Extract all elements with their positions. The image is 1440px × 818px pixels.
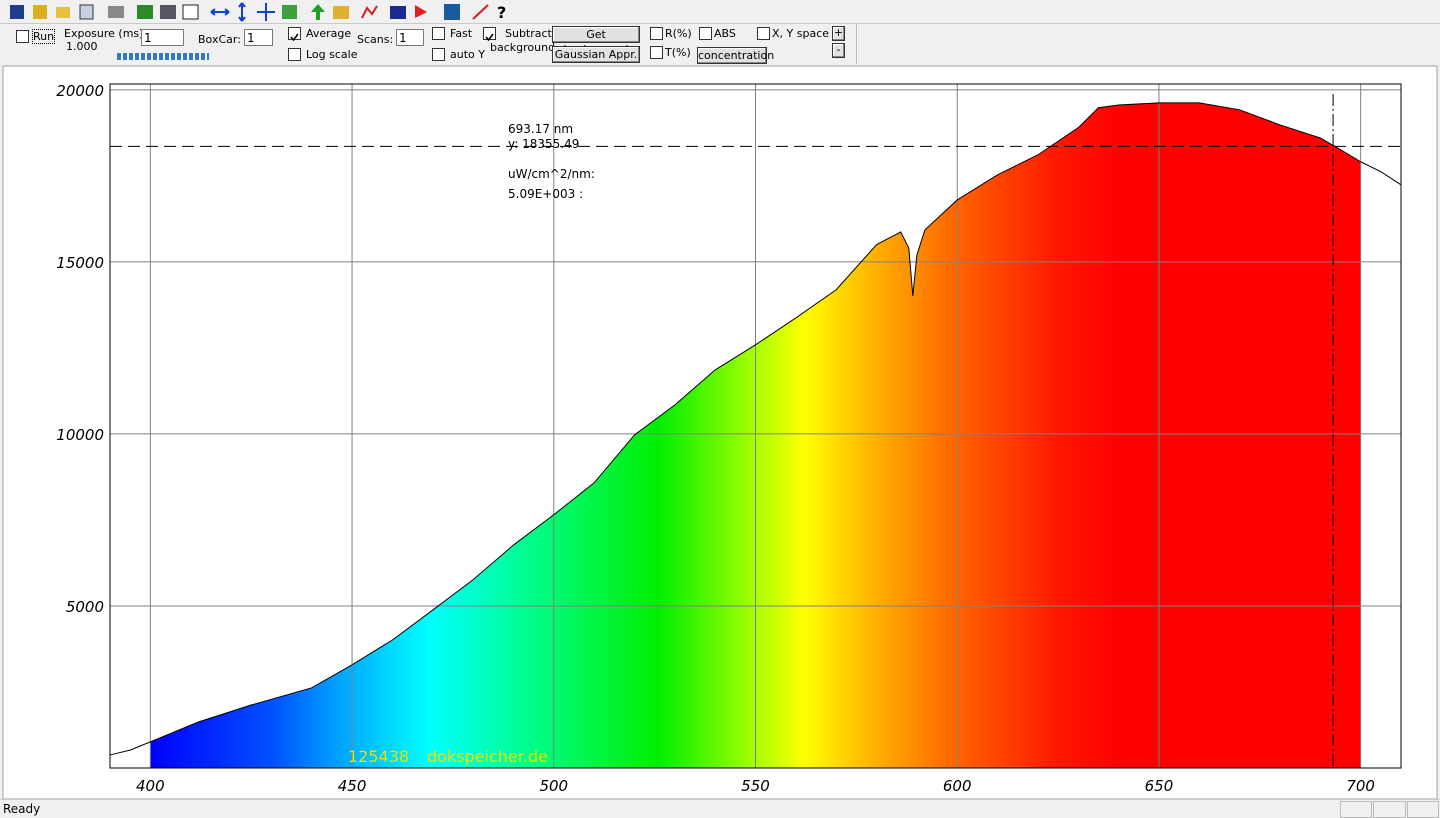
log-scale-label[interactable]: Log scale (306, 48, 358, 61)
checkbox[interactable] (483, 27, 496, 42)
checkbox[interactable] (432, 27, 445, 40)
auto-icon[interactable] (282, 5, 297, 19)
tool-icon[interactable] (137, 5, 153, 19)
concentration-button[interactable]: concentration (697, 47, 775, 64)
status-bar: Ready (0, 799, 1440, 818)
print-icon[interactable] (108, 6, 124, 18)
exposure-input[interactable]: 1 (141, 29, 184, 46)
auto-y-label[interactable]: auto Y (450, 48, 485, 61)
t-label[interactable]: T(%) (665, 46, 691, 59)
boxcar-input[interactable]: 1 (244, 29, 273, 46)
scans-label: Scans: (357, 33, 394, 46)
checkbox[interactable] (699, 27, 712, 40)
scans-input[interactable]: 1 (396, 29, 424, 46)
y-tick-label: 10000 (56, 426, 104, 444)
annotation: 5.09E+003 : (508, 187, 583, 201)
x-tick-label: 450 (338, 777, 367, 795)
average-label[interactable]: Average (306, 27, 352, 40)
copy-icon[interactable] (79, 4, 94, 20)
watermark: 125438 (348, 747, 409, 766)
checkbox[interactable] (757, 27, 770, 40)
cursor-x-label: 693.17 nm (508, 122, 573, 136)
minus-button[interactable]: - (832, 43, 845, 58)
peak-icon[interactable] (311, 4, 325, 20)
status-panel (1340, 801, 1372, 818)
zoom-all-icon[interactable] (257, 3, 275, 21)
checkbox[interactable] (288, 27, 301, 42)
exposure-reading: 1.000 (66, 40, 98, 53)
check-icon[interactable] (182, 4, 199, 20)
status-panel (1407, 801, 1439, 818)
save-icon[interactable] (10, 5, 24, 19)
x-tick-label: 600 (943, 777, 972, 795)
check-mark (485, 33, 494, 42)
zoom-x-icon[interactable] (210, 8, 230, 16)
checkbox[interactable] (432, 48, 445, 61)
chart: 400 450 500 550 600 650 700 5000 10000 15000 20000… (2, 65, 1438, 800)
flag-icon[interactable] (415, 5, 427, 18)
status-text: Ready (3, 802, 41, 816)
exposure-label: Exposure (ms): (64, 27, 148, 40)
cursor-y-label: y: 18355.49 (508, 137, 579, 151)
y-tick-label: 5000 (66, 598, 104, 616)
checkbox[interactable] (288, 48, 301, 61)
fast-label[interactable]: Fast (450, 27, 473, 40)
status-panel (1373, 801, 1406, 818)
abs-label[interactable]: ABS (714, 27, 736, 40)
boxcar-label: BoxCar: (198, 33, 241, 46)
line-icon[interactable] (472, 4, 489, 20)
plot-frame (109, 83, 1402, 769)
separator (0, 23, 1440, 24)
r-label[interactable]: R(%) (665, 27, 692, 40)
checkbox[interactable] (16, 30, 29, 43)
annotation: uW/cm^2/nm: (508, 167, 595, 181)
x-tick-label: 500 (539, 777, 568, 795)
zoom-y-icon[interactable] (238, 2, 246, 22)
new-icon[interactable] (33, 5, 47, 19)
checkbox[interactable] (650, 46, 663, 59)
subtract-label[interactable]: background (490, 41, 556, 54)
graph-icon[interactable] (361, 5, 378, 19)
x-tick-label: 650 (1145, 777, 1174, 795)
camera-icon[interactable] (390, 6, 406, 19)
separator (856, 24, 857, 64)
progress-bar (117, 53, 209, 60)
subtract-label[interactable]: Subtract (505, 27, 552, 40)
open-icon[interactable] (56, 7, 70, 18)
x-tick-label: 700 (1346, 777, 1375, 795)
check-mark (290, 33, 299, 42)
find-icon[interactable] (444, 4, 460, 20)
watermark: dokspeicher.de (427, 747, 548, 766)
xy-space-label[interactable]: X, Y space (772, 27, 830, 40)
run-label[interactable]: Run (31, 29, 56, 44)
settings-icon[interactable] (160, 5, 176, 19)
x-tick-label: 550 (741, 777, 770, 795)
gaussian-button[interactable]: Gaussian Appr. (552, 46, 640, 63)
y-tick-label: 15000 (56, 254, 104, 272)
checkbox[interactable] (650, 27, 663, 40)
x-tick-label: 400 (136, 777, 165, 795)
plus-button[interactable]: + (832, 26, 845, 41)
help-icon[interactable]: ? (497, 3, 506, 22)
spectrum-line (109, 102, 1402, 756)
folder-icon[interactable] (333, 6, 349, 19)
toolbar: ? (10, 2, 506, 22)
y-tick-label: 20000 (56, 82, 104, 100)
